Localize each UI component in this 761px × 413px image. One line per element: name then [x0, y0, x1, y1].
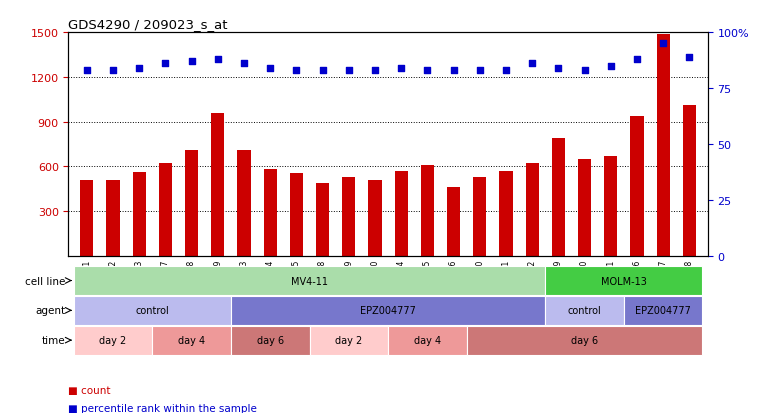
- Bar: [316, 183, 330, 256]
- Bar: [447, 188, 460, 256]
- Bar: [185, 150, 198, 256]
- Text: MV4-11: MV4-11: [291, 276, 328, 286]
- Text: time: time: [42, 335, 65, 345]
- Point: [395, 65, 407, 72]
- Point: [500, 68, 512, 74]
- Point: [212, 57, 224, 63]
- Point: [81, 68, 93, 74]
- Bar: [290, 173, 303, 256]
- Bar: [630, 116, 644, 256]
- Bar: [552, 139, 565, 256]
- Text: day 4: day 4: [414, 335, 441, 345]
- Bar: [546, 266, 702, 295]
- Point: [369, 68, 381, 74]
- Bar: [342, 177, 355, 256]
- Point: [159, 61, 171, 68]
- Bar: [499, 171, 513, 256]
- Bar: [421, 165, 434, 256]
- Bar: [74, 266, 546, 295]
- Point: [631, 57, 643, 63]
- Bar: [604, 157, 617, 256]
- Point: [578, 68, 591, 74]
- Point: [186, 59, 198, 65]
- Bar: [526, 164, 539, 256]
- Bar: [368, 180, 381, 256]
- Bar: [683, 106, 696, 256]
- Bar: [578, 159, 591, 256]
- Point: [605, 63, 617, 70]
- Bar: [546, 296, 624, 325]
- Text: control: control: [568, 306, 601, 316]
- Bar: [473, 177, 486, 256]
- Bar: [263, 170, 277, 256]
- Bar: [624, 296, 702, 325]
- Point: [107, 68, 119, 74]
- Text: day 4: day 4: [178, 335, 205, 345]
- Bar: [80, 180, 94, 256]
- Bar: [237, 150, 250, 256]
- Bar: [74, 296, 231, 325]
- Text: day 6: day 6: [256, 335, 284, 345]
- Point: [422, 68, 434, 74]
- Point: [447, 68, 460, 74]
- Point: [473, 68, 486, 74]
- Bar: [107, 180, 119, 256]
- Point: [264, 65, 276, 72]
- Text: cell line: cell line: [25, 276, 65, 286]
- Bar: [657, 35, 670, 256]
- Text: ■ percentile rank within the sample: ■ percentile rank within the sample: [68, 403, 257, 413]
- Bar: [466, 326, 702, 355]
- Bar: [231, 326, 310, 355]
- Point: [342, 68, 355, 74]
- Point: [683, 54, 696, 61]
- Point: [291, 68, 303, 74]
- Point: [133, 65, 145, 72]
- Text: GDS4290 / 209023_s_at: GDS4290 / 209023_s_at: [68, 17, 228, 31]
- Bar: [152, 326, 231, 355]
- Text: day 2: day 2: [100, 335, 126, 345]
- Text: agent: agent: [35, 306, 65, 316]
- Point: [526, 61, 538, 68]
- Bar: [310, 326, 388, 355]
- Bar: [388, 326, 466, 355]
- Point: [657, 41, 669, 47]
- Text: ■ count: ■ count: [68, 385, 111, 395]
- Text: day 6: day 6: [571, 335, 598, 345]
- Bar: [231, 296, 546, 325]
- Text: control: control: [135, 306, 169, 316]
- Bar: [395, 171, 408, 256]
- Bar: [212, 113, 224, 256]
- Point: [238, 61, 250, 68]
- Text: MOLM-13: MOLM-13: [601, 276, 647, 286]
- Bar: [132, 173, 146, 256]
- Bar: [74, 326, 152, 355]
- Text: EPZ004777: EPZ004777: [635, 306, 691, 316]
- Text: EPZ004777: EPZ004777: [360, 306, 416, 316]
- Point: [552, 65, 565, 72]
- Text: day 2: day 2: [335, 335, 362, 345]
- Bar: [159, 164, 172, 256]
- Point: [317, 68, 329, 74]
